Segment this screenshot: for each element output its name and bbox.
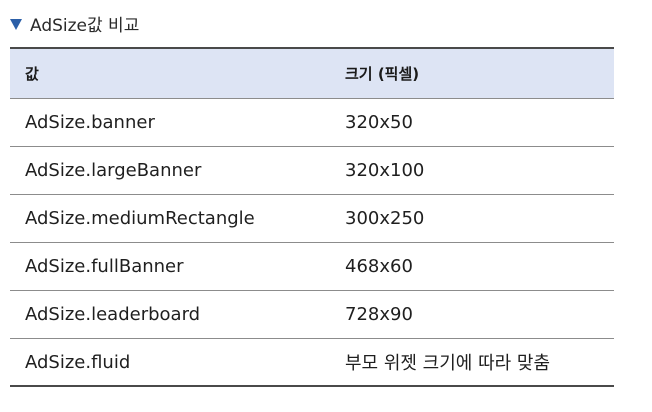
header-value: 값: [25, 65, 39, 83]
table-caption: AdSize값 비교: [10, 10, 139, 36]
caption-text: AdSize값 비교: [30, 15, 140, 36]
cell-adsize: AdSize.banner: [25, 112, 155, 133]
adsize-comparison-table: 값 크기 (픽셀) AdSize.banner 320x50 AdSize.la…: [10, 47, 614, 387]
cell-size: 320x50: [345, 112, 413, 133]
table-row: AdSize.largeBanner 320x100: [10, 147, 614, 195]
header-size: 크기 (픽셀): [345, 65, 420, 83]
table-header-row: 값 크기 (픽셀): [10, 49, 614, 99]
cell-adsize: AdSize.largeBanner: [25, 160, 202, 181]
cell-size: 300x250: [345, 208, 425, 229]
cell-size: 468x60: [345, 256, 413, 277]
cell-size: 728x90: [345, 304, 413, 325]
table-row: AdSize.mediumRectangle 300x250: [10, 195, 614, 243]
cell-adsize: AdSize.fullBanner: [25, 256, 184, 277]
cell-adsize: AdSize.mediumRectangle: [25, 208, 255, 229]
cell-size: 부모 위젯 크기에 따라 맞춤: [345, 353, 551, 374]
table-row: AdSize.banner 320x50: [10, 99, 614, 147]
triangle-down-icon: [10, 18, 22, 30]
cell-adsize: AdSize.leaderboard: [25, 304, 201, 325]
table-row: AdSize.fluid 부모 위젯 크기에 따라 맞춤: [10, 339, 614, 387]
cell-adsize: AdSize.fluid: [25, 351, 131, 373]
cell-size: 320x100: [345, 160, 425, 181]
table-row: AdSize.fullBanner 468x60: [10, 243, 614, 291]
table-row: AdSize.leaderboard 728x90: [10, 291, 614, 339]
